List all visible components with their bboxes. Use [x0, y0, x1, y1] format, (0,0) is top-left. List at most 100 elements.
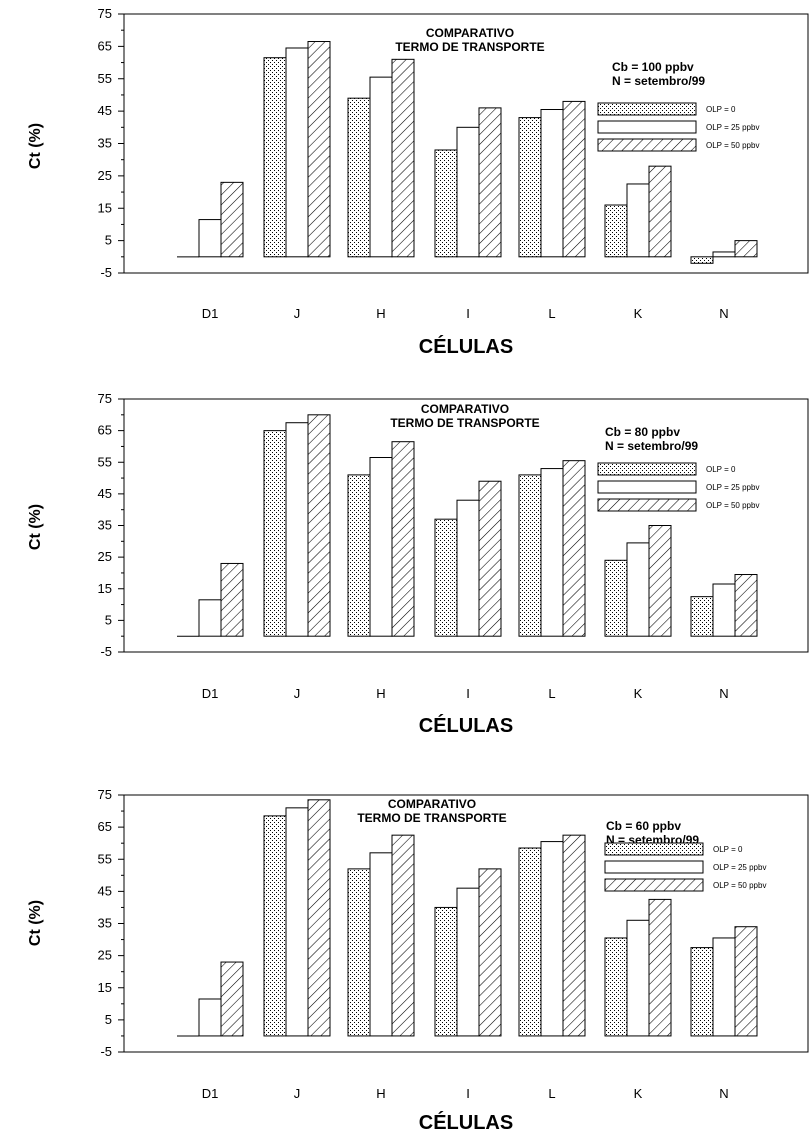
legend-swatch-1	[597, 462, 697, 476]
x-tick-label: H	[376, 306, 385, 321]
bar-I-2	[456, 887, 480, 1037]
x-tick-label: H	[376, 1086, 385, 1101]
bar-N-3	[734, 240, 758, 258]
y-tick-label: 35	[98, 136, 112, 151]
y-tick-label: 25	[98, 168, 112, 183]
legend-swatch-2	[597, 120, 697, 134]
bar-K-3	[648, 165, 672, 258]
bar-J-3	[307, 414, 331, 637]
y-tick-label: 45	[98, 486, 112, 501]
bar-H-2	[369, 76, 393, 258]
bar-N-2	[712, 251, 736, 258]
bar-L-3	[562, 834, 586, 1037]
chart-title-line: COMPARATIVO	[426, 26, 514, 40]
bar-D1-2	[198, 219, 222, 258]
x-axis-title: CÉLULAS	[419, 335, 513, 358]
bar-K-3	[648, 898, 672, 1037]
x-tick-label: N	[719, 686, 728, 701]
bar-K-1	[604, 559, 628, 637]
x-tick-label: N	[719, 1086, 728, 1101]
x-tick-label: J	[294, 686, 301, 701]
y-tick-label: -5	[100, 265, 112, 280]
y-axis-title: Ct (%)	[27, 900, 44, 946]
bar-J-2	[285, 807, 309, 1037]
legend-swatch-1	[597, 102, 697, 116]
bar-I-3	[478, 480, 502, 637]
legend-label-1: OLP = 0	[706, 105, 736, 114]
bar-D1-3	[220, 562, 244, 637]
bar-I-1	[434, 906, 458, 1037]
bar-N-2	[712, 583, 736, 637]
x-tick-label: K	[634, 1086, 643, 1101]
annotation-line: N = setembro/99	[612, 74, 705, 88]
x-axis-title: CÉLULAS	[419, 1111, 513, 1132]
y-tick-label: 65	[98, 423, 112, 438]
y-tick-label: 45	[98, 103, 112, 118]
annotation-line: N = setembro/99	[605, 439, 698, 453]
x-tick-label: I	[466, 306, 470, 321]
y-tick-label: 5	[105, 1012, 112, 1027]
bar-N-1	[690, 596, 714, 637]
bar-K-1	[604, 204, 628, 258]
bar-I-1	[434, 518, 458, 637]
annotation-line: Cb = 60 ppbv	[606, 819, 681, 833]
y-axis-title: Ct (%)	[27, 504, 44, 550]
legend-label-1: OLP = 0	[713, 845, 743, 854]
bar-L-2	[540, 841, 564, 1037]
chart-panel-3: 75 65 55 45 35 25 15 5 -5 D1 J H I L K N CÉLULAS Ct (%) CO…	[27, 787, 809, 1132]
legend-label-2: OLP = 25 ppbv	[713, 863, 766, 872]
chart-title-line: TERMO DE TRANSPORTE	[357, 811, 506, 825]
legend-swatch-3	[597, 138, 697, 152]
x-tick-label: J	[294, 1086, 301, 1101]
y-tick-label: 5	[105, 612, 112, 627]
bar-L-2	[540, 109, 564, 258]
y-tick-label: 65	[98, 819, 112, 834]
bar-I-2	[456, 126, 480, 258]
y-tick-label: 55	[98, 71, 112, 86]
y-axis-title: Ct (%)	[27, 123, 44, 169]
x-tick-label: D1	[202, 306, 219, 321]
x-tick-label: H	[376, 686, 385, 701]
x-axis-title: CÉLULAS	[419, 714, 513, 737]
bar-H-3	[391, 441, 415, 637]
bar-D1-3	[220, 181, 244, 258]
y-tick-label: -5	[100, 1044, 112, 1059]
x-tick-label: I	[466, 1086, 470, 1101]
x-tick-label: I	[466, 686, 470, 701]
y-tick-label: 25	[98, 948, 112, 963]
bar-K-2	[626, 542, 650, 637]
y-tick-label: 75	[98, 787, 112, 802]
x-tick-label: D1	[202, 686, 219, 701]
legend-label-1: OLP = 0	[706, 465, 736, 474]
bar-L-1	[518, 117, 542, 258]
bar-J-1	[263, 57, 287, 258]
bar-J-1	[263, 430, 287, 637]
bar-J-3	[307, 799, 331, 1037]
x-tick-label: K	[634, 306, 643, 321]
annotation-line: Cb = 100 ppbv	[612, 60, 694, 74]
chart-panel-2: 75 65 55 45 35 25 15 5 -5 D1 J H I L K N CÉLULAS Ct (%) CO…	[27, 391, 809, 737]
legend-label-2: OLP = 25 ppbv	[706, 483, 759, 492]
bar-I-1	[434, 149, 458, 258]
bar-D1-2	[198, 599, 222, 637]
y-tick-label: -5	[100, 644, 112, 659]
x-tick-label: L	[548, 306, 555, 321]
y-tick-label: 45	[98, 883, 112, 898]
y-tick-label: 25	[98, 549, 112, 564]
annotation-line: Cb = 80 ppbv	[605, 425, 680, 439]
bar-D1-2	[198, 998, 222, 1037]
legend-swatch-2	[597, 480, 697, 494]
bar-L-1	[518, 847, 542, 1037]
bar-L-3	[562, 460, 586, 637]
x-tick-label: L	[548, 686, 555, 701]
y-tick-label: 35	[98, 518, 112, 533]
bar-L-2	[540, 468, 564, 637]
y-tick-label: 15	[98, 581, 112, 596]
bar-K-2	[626, 919, 650, 1037]
y-tick-label: 75	[98, 391, 112, 406]
x-tick-label: N	[719, 306, 728, 321]
bar-J-1	[263, 815, 287, 1037]
x-tick-label: K	[634, 686, 643, 701]
bar-N-3	[734, 926, 758, 1037]
legend-label-3: OLP = 50 ppbv	[706, 141, 759, 150]
